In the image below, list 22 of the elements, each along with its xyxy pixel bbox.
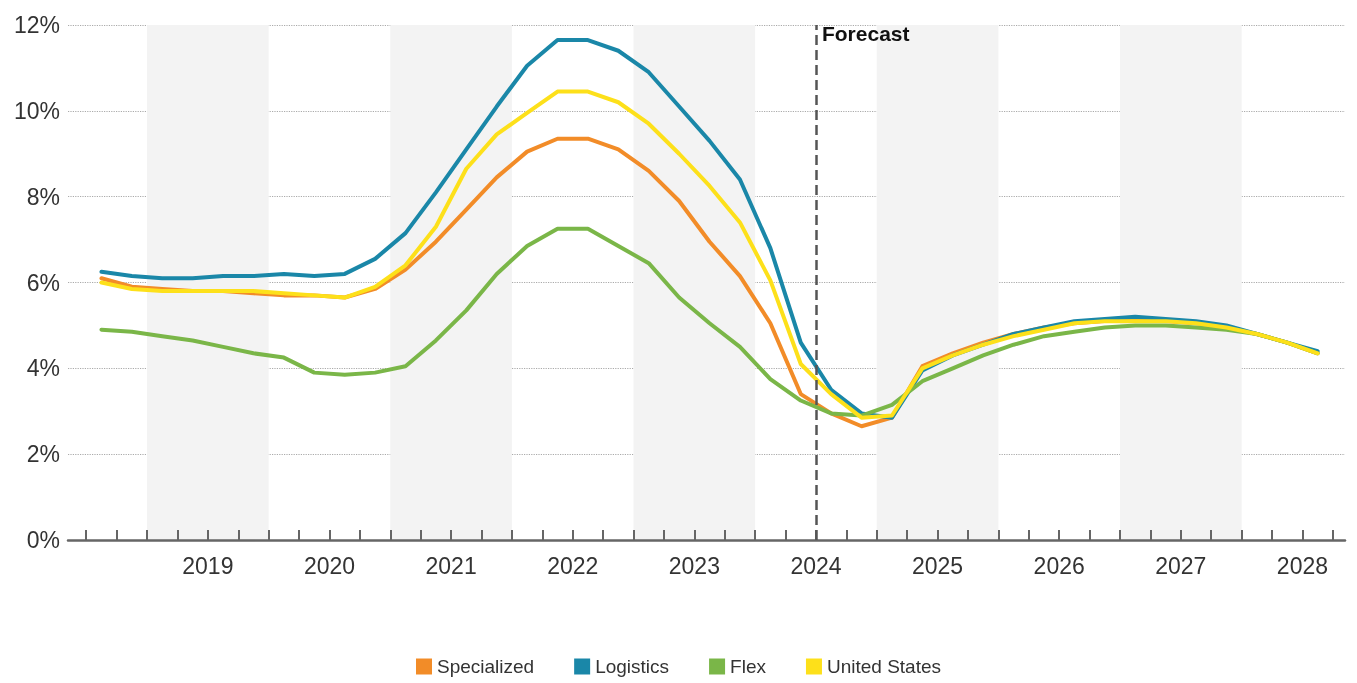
y-tick-label: 6% [26, 269, 60, 296]
y-tick-label: 8% [26, 183, 60, 210]
y-tick-label: 2% [26, 441, 60, 468]
x-tick-label: 2021 [425, 552, 477, 579]
x-tick-label: 2022 [547, 552, 599, 579]
y-tick-label: 10% [13, 97, 60, 124]
x-tick-label: 2027 [1155, 552, 1207, 579]
x-tick-label: 2019 [182, 552, 234, 579]
legend-label: Specialized [436, 656, 535, 677]
legend-label: Logistics [595, 656, 670, 677]
x-tick-label: 2028 [1276, 552, 1329, 579]
x-tick-label: 2025 [911, 552, 964, 579]
x-tick-label: 2020 [303, 552, 356, 579]
y-tick-label: 0% [26, 527, 60, 553]
y-tick-label: 12% [13, 12, 60, 38]
legend-label: United States [826, 656, 942, 677]
x-tick-label: 2023 [668, 552, 720, 579]
x-tick-label: 2026 [1033, 552, 1085, 579]
x-tick-label: 2024 [790, 552, 842, 579]
legend-label: Flex [730, 656, 767, 677]
ref-line-label: Forecast [821, 22, 910, 45]
y-tick-label: 4% [26, 355, 60, 382]
